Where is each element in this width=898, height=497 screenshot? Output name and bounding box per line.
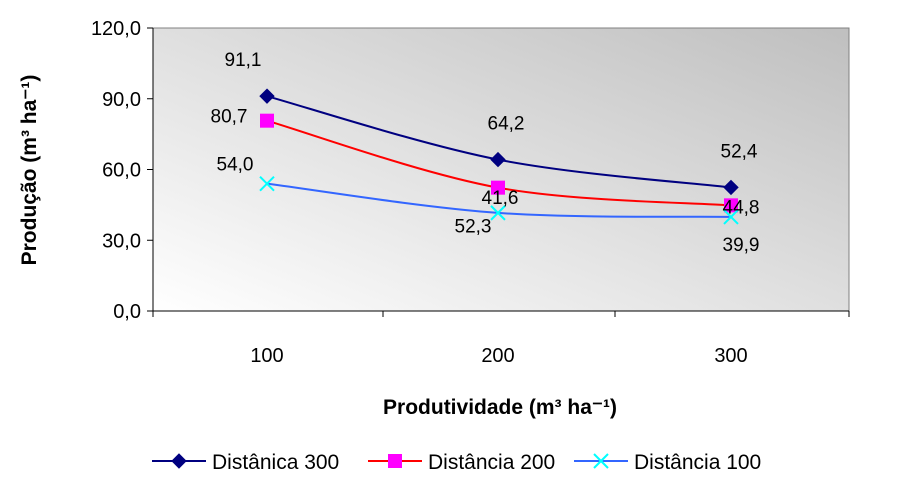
data-label: 44,8 <box>723 197 760 218</box>
data-point <box>724 198 738 213</box>
x-tick-label: 100 <box>250 345 283 367</box>
data-point <box>491 180 505 195</box>
legend-label: Distância 100 <box>634 451 761 474</box>
data-point <box>259 175 275 192</box>
data-label: 39,9 <box>723 235 760 256</box>
legend-marker <box>388 454 402 468</box>
data-label: 64,2 <box>488 114 525 135</box>
legend-marker <box>593 453 609 469</box>
x-tick-label: 200 <box>481 345 514 367</box>
x-tick-label: 300 <box>714 345 747 367</box>
y-tick-label: 90,0 <box>102 89 141 111</box>
data-point <box>723 179 739 196</box>
data-point <box>259 88 275 104</box>
legend-marker <box>171 453 187 469</box>
data-label: 52,4 <box>721 141 758 162</box>
legend-label: Distânica 300 <box>212 451 339 474</box>
y-tick-label: 120,0 <box>91 18 141 40</box>
data-label: 54,0 <box>217 155 254 176</box>
data-point <box>490 151 506 168</box>
y-axis-title: Produção (m³ ha⁻¹) <box>18 75 41 266</box>
data-point <box>723 209 739 225</box>
data-label: 41,6 <box>482 188 519 209</box>
y-tick-label: 60,0 <box>102 160 141 182</box>
data-point <box>490 205 506 221</box>
y-tick-label: 0,0 <box>113 301 141 323</box>
x-axis-title: Produtividade (m³ ha⁻¹) <box>383 396 617 419</box>
plot-area <box>152 27 850 312</box>
data-point <box>260 113 274 128</box>
legend: Distânica 300 Distância 200 Distância 100 <box>152 451 761 474</box>
y-tick-label: 30,0 <box>102 230 141 252</box>
legend-label: Distância 200 <box>428 451 555 474</box>
data-label: 80,7 <box>211 107 248 128</box>
data-label: 52,3 <box>455 217 492 238</box>
data-label: 91,1 <box>225 50 262 71</box>
